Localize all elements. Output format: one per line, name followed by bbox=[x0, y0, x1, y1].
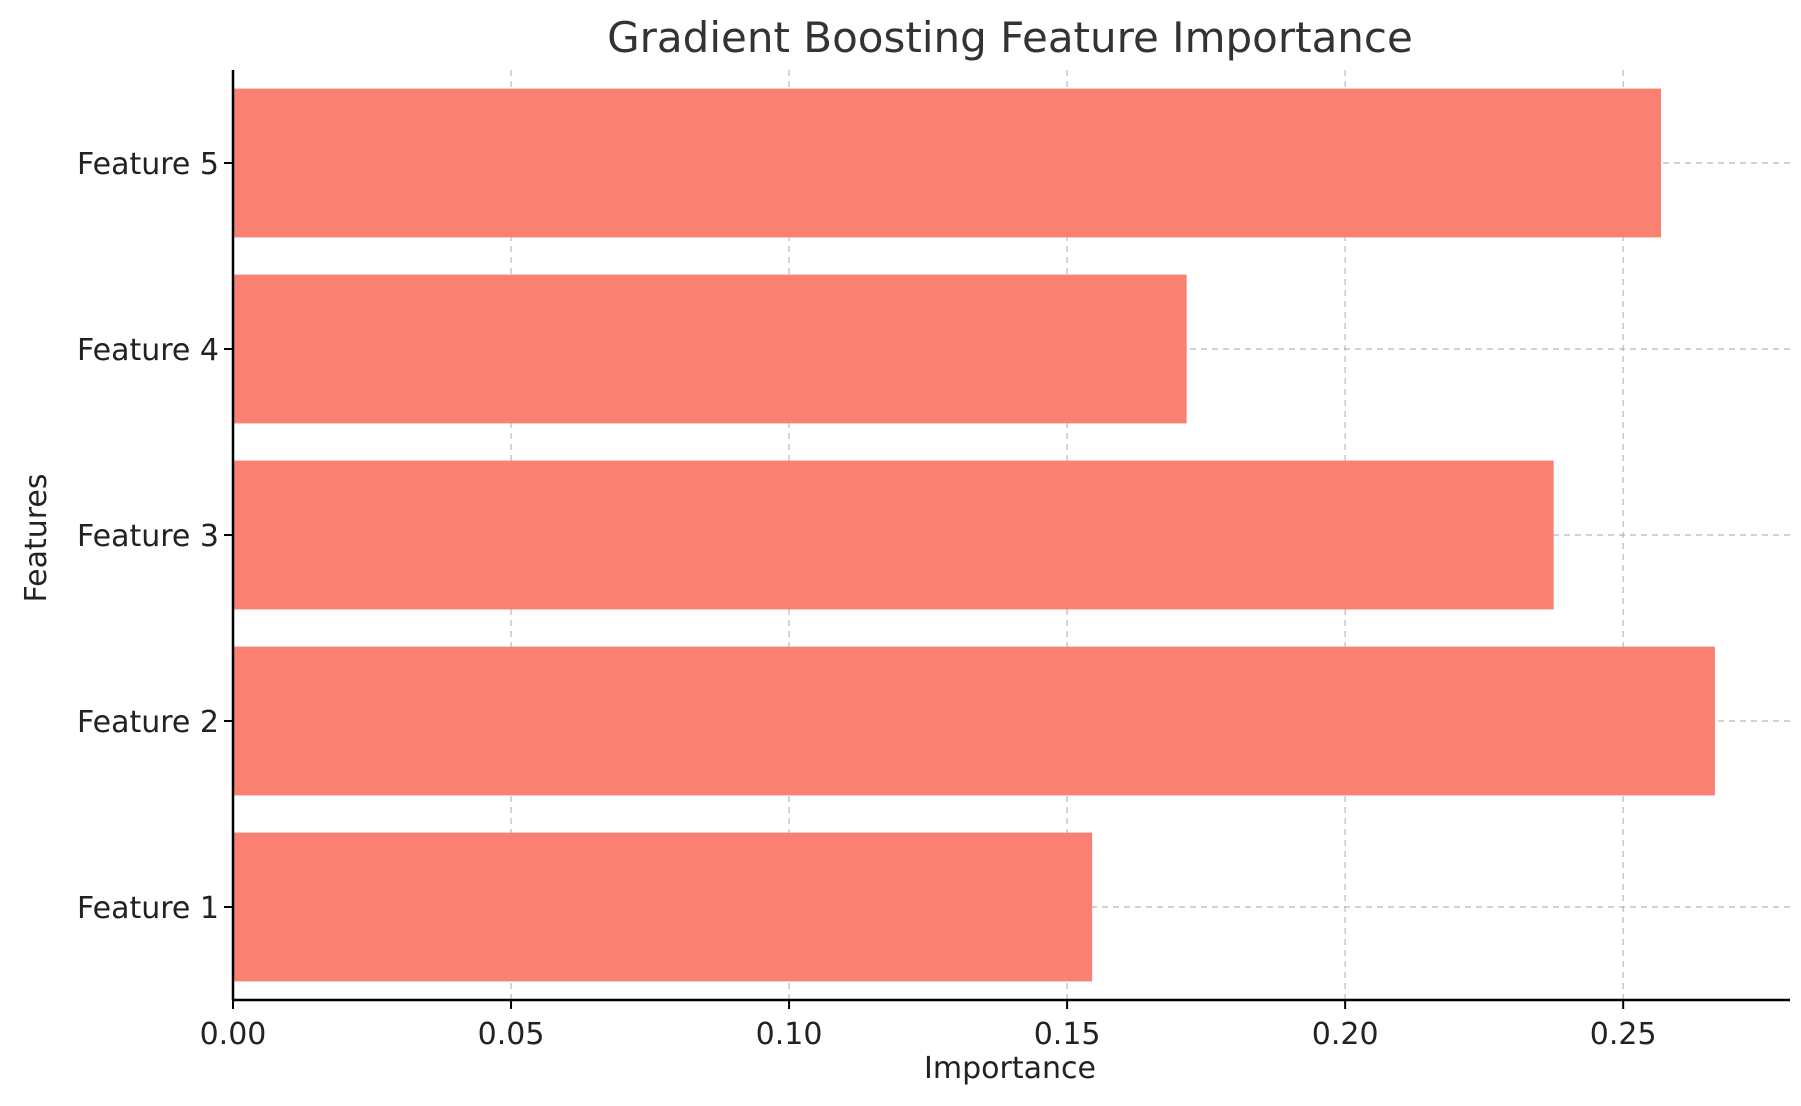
chart-title: Gradient Boosting Feature Importance bbox=[607, 13, 1413, 62]
x-axis-ticks: 0.00 0.05 0.10 0.15 0.20 0.25 bbox=[200, 1000, 1657, 1052]
x-tick-label: 0.10 bbox=[756, 1017, 823, 1052]
x-tick-label: 0.25 bbox=[1590, 1017, 1657, 1052]
y-axis-title: Features bbox=[19, 474, 54, 603]
x-axis-title: Importance bbox=[924, 1051, 1096, 1086]
x-tick-label: 0.00 bbox=[200, 1017, 267, 1052]
bar-feature-4 bbox=[233, 274, 1187, 424]
x-tick-label: 0.15 bbox=[1034, 1017, 1101, 1052]
y-tick-label: Feature 4 bbox=[77, 333, 219, 368]
bar-feature-1 bbox=[233, 832, 1093, 982]
bar-feature-3 bbox=[233, 460, 1554, 610]
x-tick-label: 0.05 bbox=[478, 1017, 545, 1052]
x-tick-label: 0.20 bbox=[1312, 1017, 1379, 1052]
bar-feature-2 bbox=[233, 646, 1715, 796]
y-tick-label: Feature 2 bbox=[77, 705, 219, 740]
y-tick-label: Feature 5 bbox=[77, 147, 219, 182]
y-tick-label: Feature 3 bbox=[77, 519, 219, 554]
y-axis-ticks: Feature 1 Feature 2 Feature 3 Feature 4 Feat… bbox=[77, 147, 233, 926]
bars bbox=[233, 88, 1715, 982]
bar-feature-5 bbox=[233, 88, 1661, 238]
y-tick-label: Feature 1 bbox=[77, 891, 219, 926]
